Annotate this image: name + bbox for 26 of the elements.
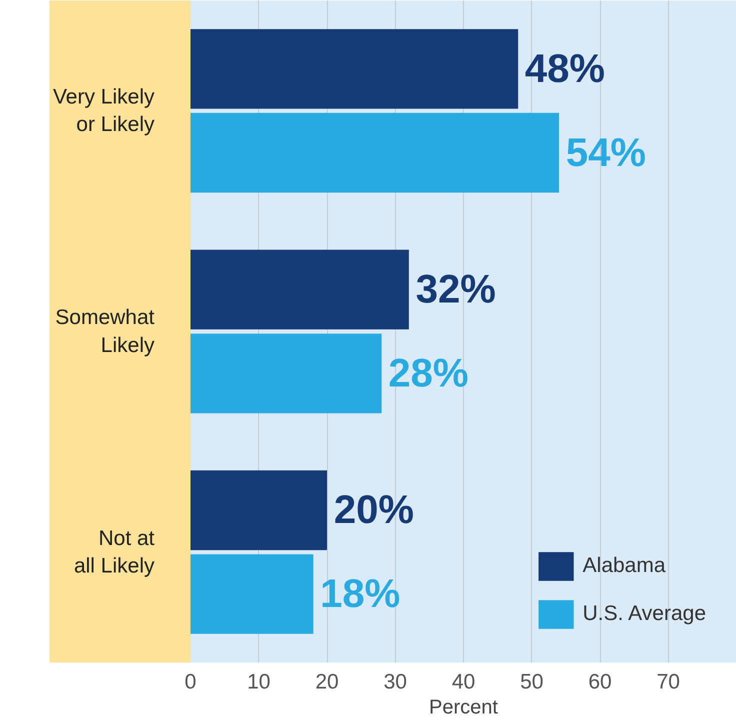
data-label: 48% bbox=[524, 46, 605, 91]
y-tick-label: Not at all Likely bbox=[74, 526, 155, 578]
x-tick-label: 10 bbox=[247, 670, 270, 694]
legend-label: Alabama bbox=[582, 554, 666, 578]
y-tick-label: Somewhat Likely bbox=[55, 306, 155, 357]
data-label: 20% bbox=[334, 488, 414, 532]
x-axis-title: Percent bbox=[429, 696, 498, 718]
data-label: 18% bbox=[320, 572, 400, 616]
y-tick-label: Very Likely or Likely bbox=[52, 86, 155, 136]
x-tick-label: 40 bbox=[452, 670, 476, 694]
x-tick-label: 0 bbox=[184, 670, 196, 694]
data-label: 28% bbox=[388, 351, 468, 396]
x-tick-label: 20 bbox=[315, 670, 339, 694]
bar bbox=[190, 112, 560, 193]
bar bbox=[190, 554, 314, 634]
x-tick-label: 30 bbox=[384, 670, 407, 694]
x-tick-label: 50 bbox=[520, 670, 544, 694]
x-tick-label: 70 bbox=[656, 670, 680, 694]
x-tick-label: 60 bbox=[588, 670, 612, 694]
data-label: 32% bbox=[416, 268, 496, 312]
data-label: 54% bbox=[566, 130, 646, 175]
bar bbox=[190, 29, 518, 109]
bar bbox=[190, 334, 382, 414]
legend-label: U.S. Average bbox=[582, 602, 706, 626]
bar bbox=[190, 250, 409, 330]
bar bbox=[190, 470, 327, 550]
